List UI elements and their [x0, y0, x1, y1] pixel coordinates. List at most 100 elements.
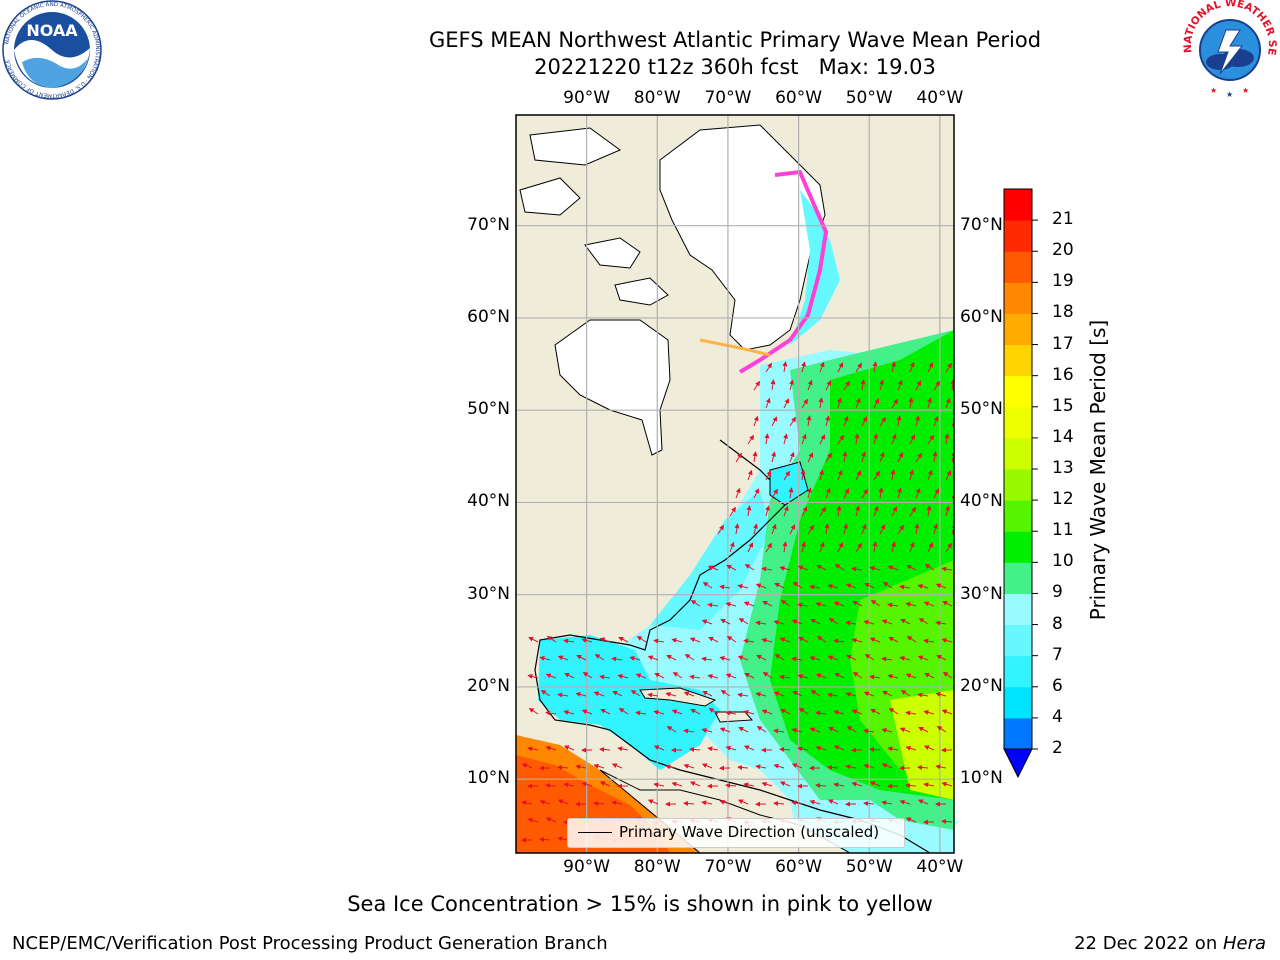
wave-arrow: [791, 619, 803, 625]
wave-arrow: [899, 584, 911, 590]
lat-tick-label-right: 10°N: [960, 768, 1003, 789]
wave-arrow: [915, 487, 921, 499]
wave-arrow: [935, 692, 947, 697]
legend-line-symbol: [578, 832, 612, 833]
wave-arrow: [797, 602, 809, 608]
wave-arrow: [765, 542, 772, 553]
wave-arrow: [879, 524, 885, 535]
lat-tick-label-left: 20°N: [467, 675, 510, 696]
wave-arrow: [528, 637, 539, 643]
wave-arrow: [545, 673, 557, 679]
wave-arrow: [837, 362, 843, 373]
svg-text:★: ★: [1226, 90, 1233, 99]
wave-arrow: [815, 602, 827, 607]
wave-arrow: [891, 541, 896, 553]
wave-arrow: [833, 782, 845, 788]
wave-arrow: [887, 602, 899, 608]
wave-arrow: [770, 379, 776, 391]
lat-tick-label-right: 30°N: [960, 583, 1003, 604]
colorbar-tick-label: 19: [1052, 271, 1074, 292]
wave-arrow: [905, 817, 917, 823]
wave-arrow: [744, 673, 755, 679]
hispaniola: [714, 711, 754, 723]
wave-arrow: [789, 524, 795, 535]
wave-arrow: [729, 541, 735, 553]
footer-host: Hera: [1222, 933, 1266, 954]
wave-arrow: [807, 487, 812, 499]
lat-tick-label-left: 70°N: [467, 214, 510, 235]
wave-arrow: [923, 710, 935, 715]
wave-arrow: [864, 654, 875, 661]
wave-arrow: [855, 362, 862, 373]
wave-arrow: [917, 764, 929, 770]
wave-arrow: [764, 433, 770, 445]
wave-arrow: [747, 434, 754, 445]
wave-arrow: [833, 601, 845, 607]
wave-arrow: [798, 708, 809, 715]
wave-arrow: [833, 745, 845, 751]
lat-tick-label-left: 10°N: [467, 768, 510, 789]
wave-arrow: [789, 451, 795, 463]
wave-arrow: [815, 745, 827, 751]
wave-arrow: [905, 602, 917, 607]
wave-arrow: [915, 415, 920, 427]
wave-arrow: [834, 564, 845, 571]
wave-arrow: [819, 434, 825, 445]
wave-arrow: [905, 745, 917, 751]
wave-arrow: [737, 584, 749, 589]
wave-arrow: [882, 691, 893, 697]
wave-arrow: [846, 655, 857, 661]
wave-arrow: [617, 674, 629, 679]
wave-arrow: [819, 506, 826, 517]
wave-arrow: [807, 524, 814, 535]
wave-arrow: [725, 602, 737, 607]
lon-tick-label-top: 50°W: [845, 88, 893, 108]
wave-arrow: [743, 782, 755, 788]
wave-arrow: [743, 601, 755, 607]
colorbar-tick-label: 9: [1052, 582, 1063, 603]
lon-tick-label-bottom: 40°W: [916, 857, 964, 877]
wave-arrow: [636, 636, 647, 643]
wave-arrow: [521, 763, 533, 769]
wave-arrow: [935, 764, 947, 770]
wave-arrow: [887, 565, 899, 571]
wave-arrow: [654, 673, 665, 679]
wave-arrow: [863, 763, 875, 769]
wave-arrow: [851, 709, 863, 715]
wave-arrow: [908, 397, 914, 409]
wave-arrow: [782, 361, 788, 373]
nws-logo: NATIONAL WEATHER SERVICE ★ ★ ★: [1178, 0, 1278, 99]
colorbar-tick-label: 4: [1052, 706, 1063, 727]
colorbar-tick-label: 21: [1052, 209, 1074, 230]
colorbar-segment: [1004, 531, 1032, 563]
wave-arrow: [707, 602, 719, 608]
wave-arrow: [909, 506, 916, 517]
wave-arrow: [735, 452, 742, 463]
wave-arrow: [521, 800, 533, 806]
wave-arrow: [935, 620, 947, 626]
wave-arrow: [827, 799, 839, 805]
wave-arrow: [851, 566, 863, 572]
wave-arrow: [719, 799, 731, 805]
colorbar-segment: [1004, 375, 1032, 408]
wave-arrow: [809, 799, 821, 805]
wave-arrow: [765, 470, 771, 481]
wave-arrow: [563, 638, 575, 644]
wave-arrow: [837, 397, 842, 409]
lon-tick-label-bottom: 90°W: [563, 857, 611, 877]
wave-arrow: [690, 600, 701, 607]
wave-arrow: [933, 380, 940, 391]
lat-tick-label-right: 70°N: [960, 214, 1003, 235]
wave-arrow: [737, 799, 749, 805]
wave-arrow: [582, 672, 593, 679]
wave-arrow: [909, 541, 915, 553]
wave-arrow: [744, 564, 755, 571]
wave-arrow: [816, 565, 827, 571]
wave-arrow: [833, 638, 845, 644]
colorbar: [1003, 188, 1038, 779]
wave-arrow: [881, 619, 893, 625]
wave-arrow: [783, 398, 789, 409]
wave-arrow: [827, 584, 839, 589]
wave-arrow: [861, 416, 867, 427]
wave-arrow: [734, 523, 740, 535]
